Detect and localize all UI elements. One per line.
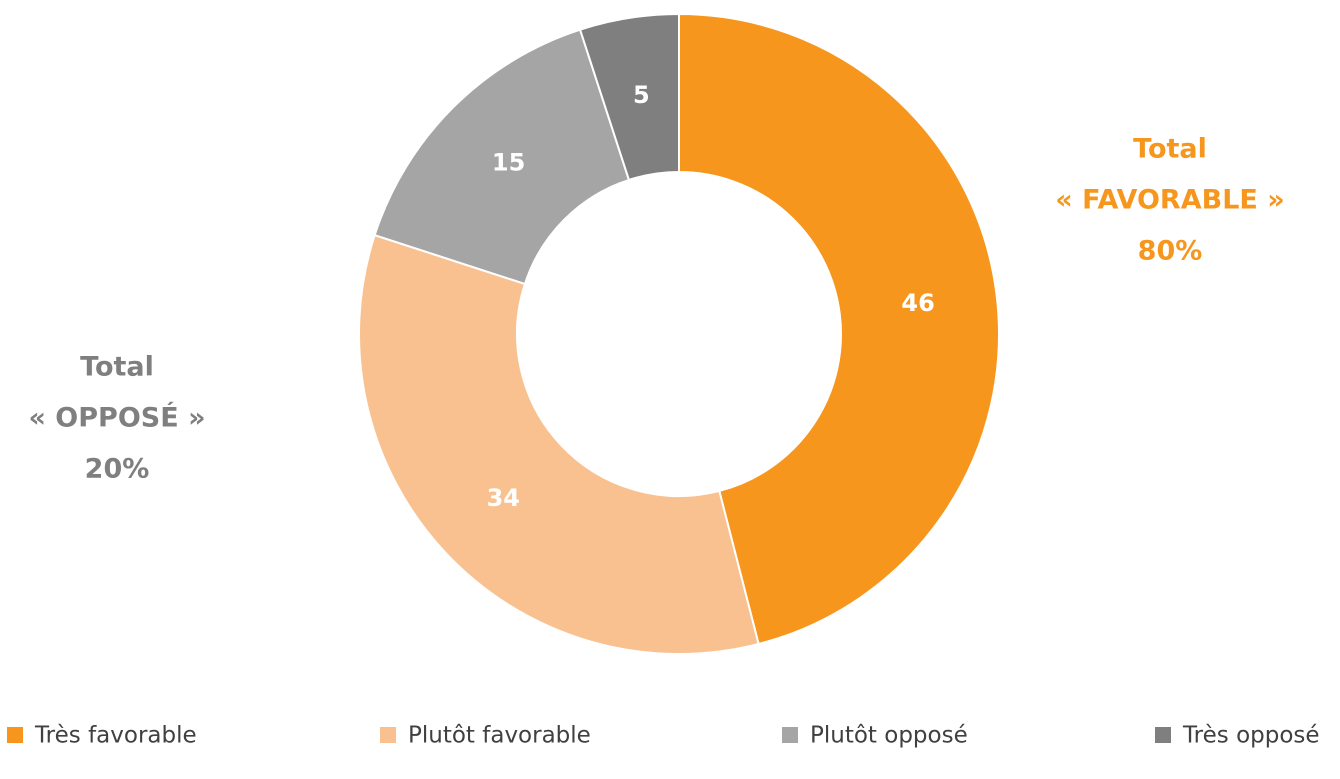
donut-slice xyxy=(578,12,680,182)
annotation: Total xyxy=(80,352,154,383)
data-label: 15 xyxy=(492,149,525,177)
legend-marker xyxy=(7,727,23,743)
annotation: 20% xyxy=(85,454,150,485)
donut-slice xyxy=(678,12,1000,646)
annotation: « FAVORABLE » xyxy=(1055,185,1284,216)
legend-marker xyxy=(1155,727,1171,743)
donut-slice xyxy=(358,233,760,655)
annotation: 80% xyxy=(1138,236,1203,267)
data-label: 34 xyxy=(487,484,520,512)
legend-label: Très opposé xyxy=(1182,723,1320,749)
annotation: Total xyxy=(1133,134,1207,165)
legend-marker xyxy=(782,727,798,743)
legend-label: Plutôt favorable xyxy=(408,723,591,749)
donut-slice xyxy=(373,28,631,286)
annotation: « OPPOSÉ » xyxy=(28,402,205,434)
legend-label: Plutôt opposé xyxy=(810,723,968,749)
legend-marker xyxy=(380,727,396,743)
legend-label: Très favorable xyxy=(34,723,197,749)
data-label: 5 xyxy=(633,81,650,109)
data-label: 46 xyxy=(901,289,934,317)
